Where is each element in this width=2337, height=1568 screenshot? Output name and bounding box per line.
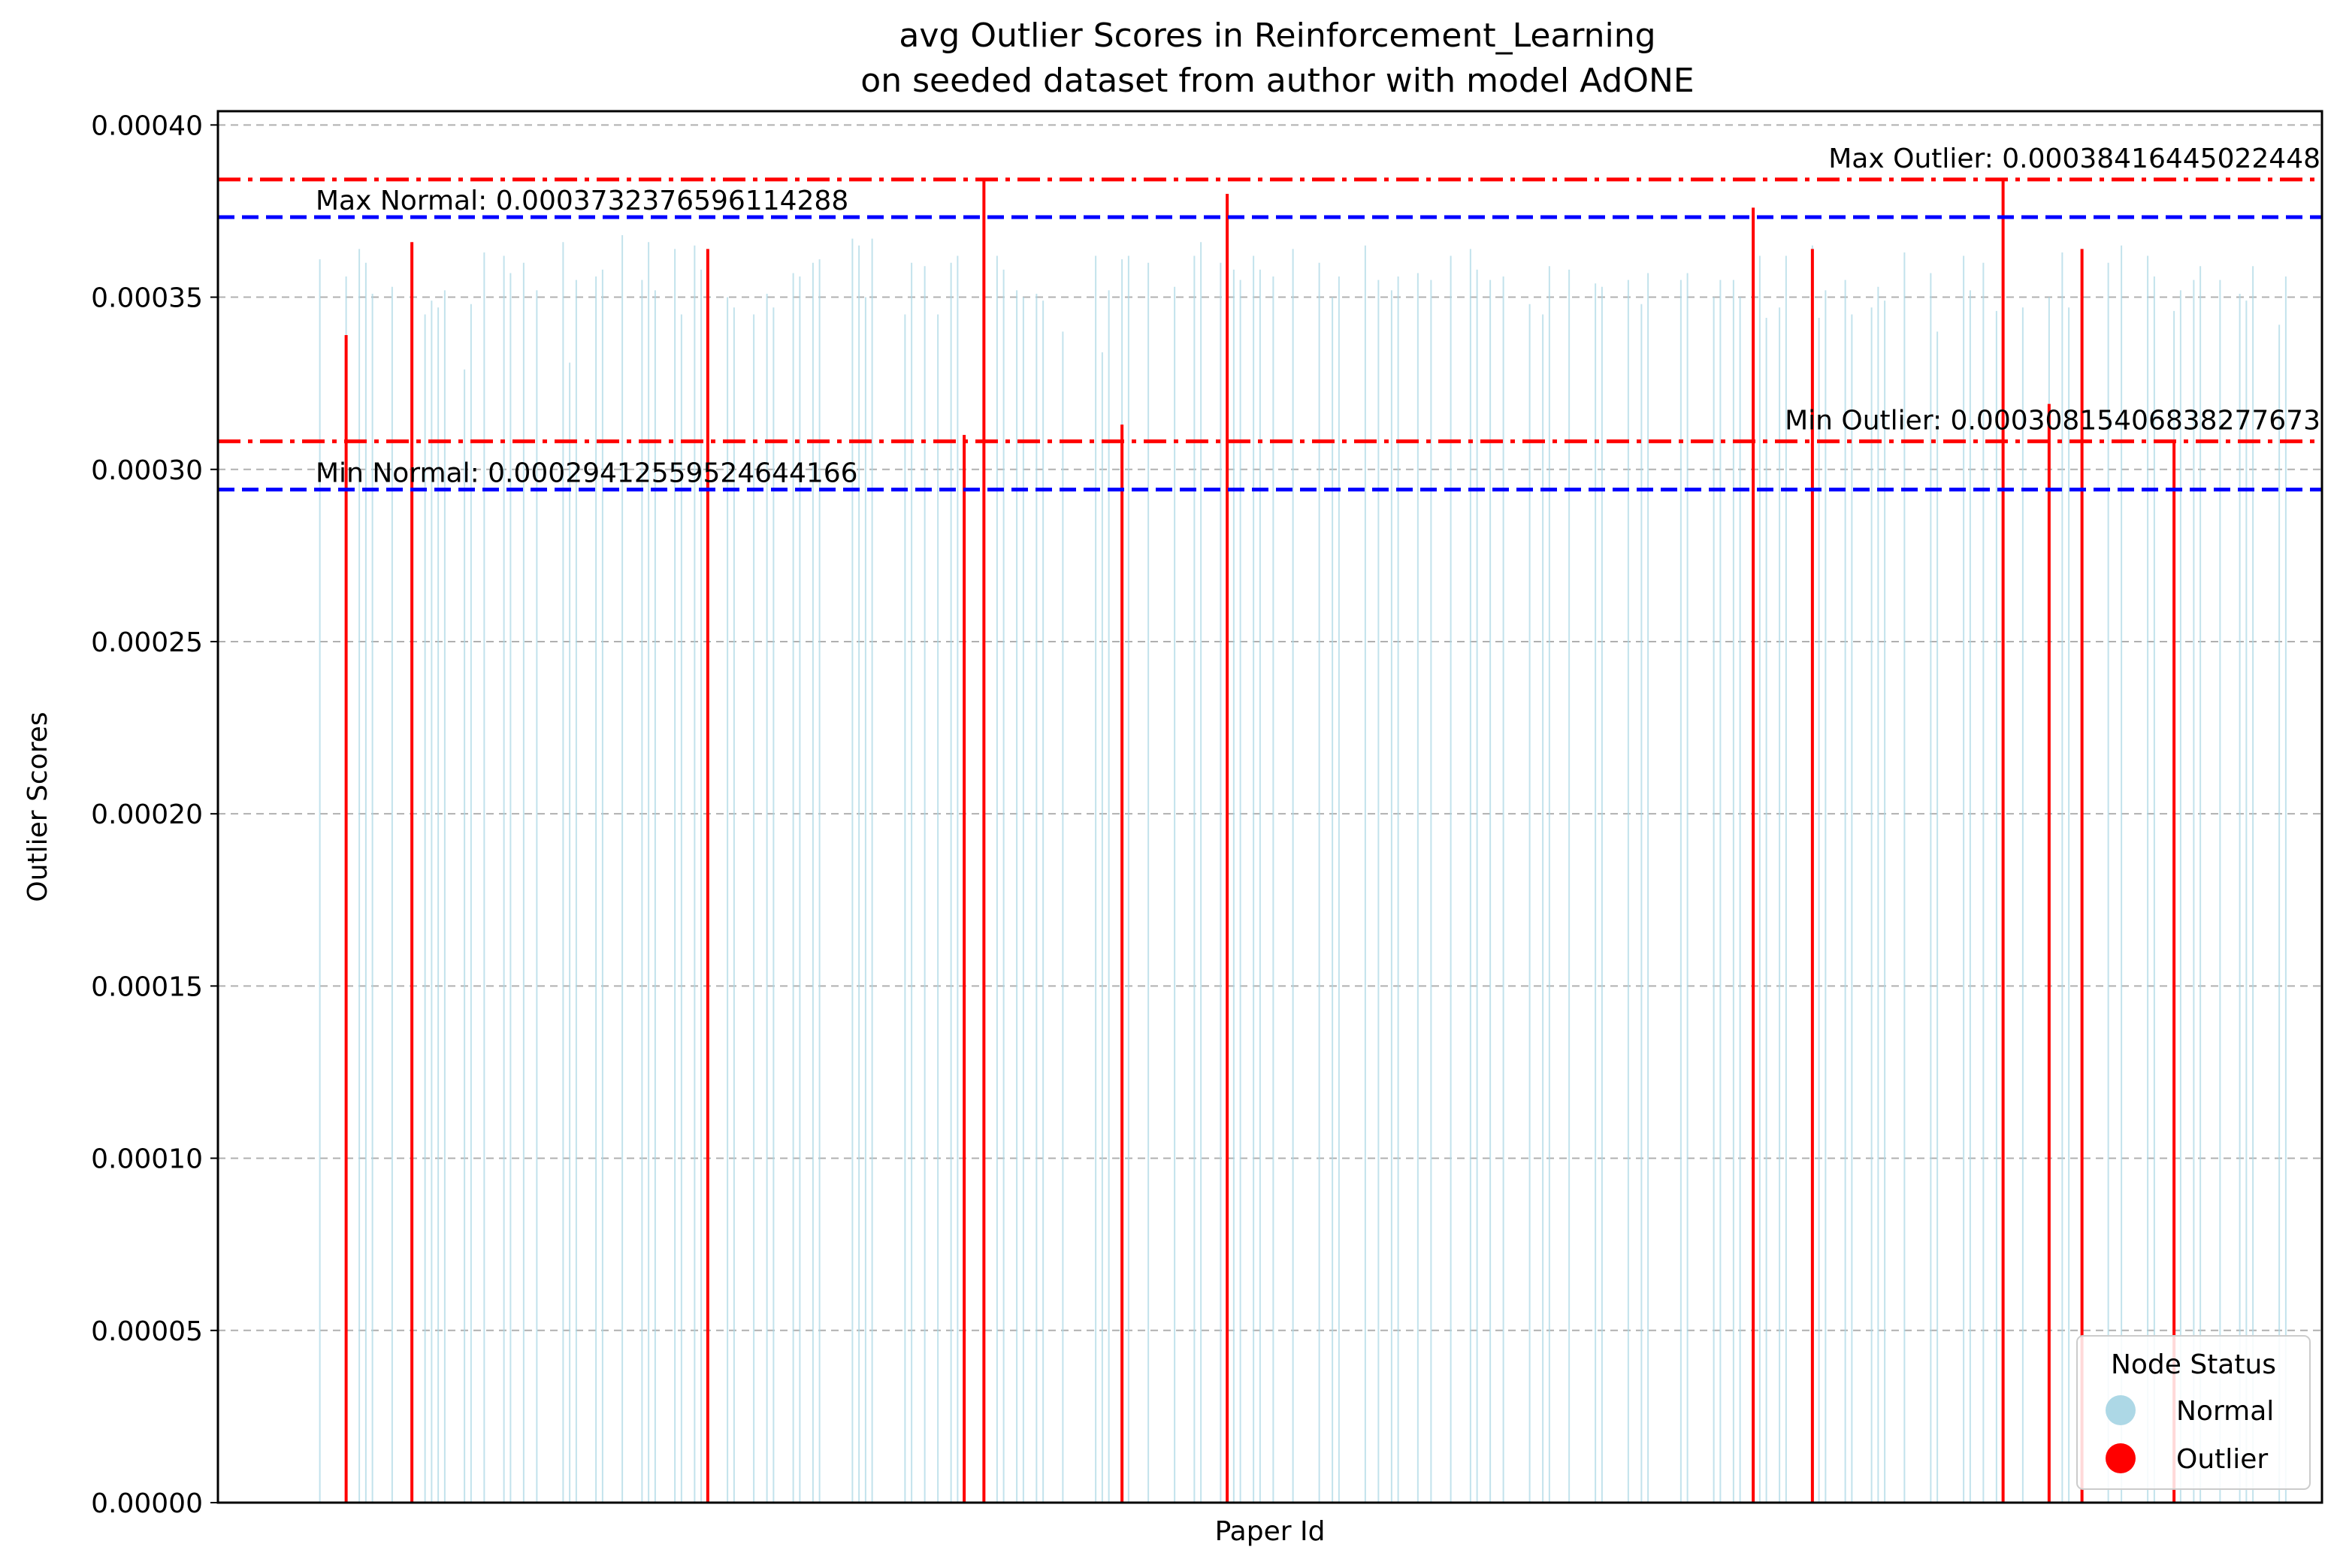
y-tick-label: 0.00005 bbox=[91, 1316, 203, 1347]
y-axis-ticks: 0.00000 0.00005 0.00010 0.00015 0.00020 0.000… bbox=[91, 110, 218, 1519]
legend-box bbox=[2076, 1335, 2311, 1490]
y-tick-label: 0.00000 bbox=[91, 1488, 203, 1519]
reference-line-label: Min Outlier: 0.00030815406838277673 bbox=[1785, 405, 2320, 436]
reference-line-label: Max Outlier: 0.00038416445022448 bbox=[1828, 144, 2320, 174]
x-axis-label: Paper Id bbox=[1215, 1516, 1326, 1547]
legend: Node Status Normal Outlier bbox=[2076, 1335, 2311, 1490]
legend-marker-normal bbox=[2106, 1395, 2136, 1425]
reference-labels: Max Normal: 0.0003732376596114288 Min Nor… bbox=[316, 144, 2320, 489]
chart-title-line-1: avg Outlier Scores in Reinforcement_Lear… bbox=[899, 17, 1655, 55]
reference-line-label: Max Normal: 0.0003732376596114288 bbox=[316, 186, 848, 216]
reference-line-label: Min Normal: 0.00029412559524644166 bbox=[316, 458, 858, 489]
y-tick-label: 0.00025 bbox=[91, 627, 203, 658]
plot-frame bbox=[216, 110, 2323, 1504]
y-tick-label: 0.00040 bbox=[91, 110, 203, 141]
legend-label-outlier: Outlier bbox=[2176, 1444, 2268, 1475]
y-axis-label: Outlier Scores bbox=[23, 711, 53, 902]
y-tick-label: 0.00010 bbox=[91, 1144, 203, 1175]
normal-bars bbox=[319, 235, 2287, 1503]
y-gridlines bbox=[218, 124, 2322, 1503]
y-tick-label: 0.00035 bbox=[91, 283, 203, 314]
y-tick-label: 0.00030 bbox=[91, 455, 203, 486]
reference-lines bbox=[218, 177, 2322, 492]
chart-title-line-2: on seeded dataset from author with model… bbox=[860, 62, 1694, 100]
outlier-bars bbox=[344, 180, 2176, 1503]
legend-label-normal: Normal bbox=[2176, 1396, 2274, 1427]
y-tick-label: 0.00020 bbox=[91, 799, 203, 830]
legend-marker-outlier bbox=[2106, 1443, 2136, 1473]
y-tick-label: 0.00015 bbox=[91, 971, 203, 1002]
legend-title: Node Status bbox=[2111, 1349, 2276, 1380]
